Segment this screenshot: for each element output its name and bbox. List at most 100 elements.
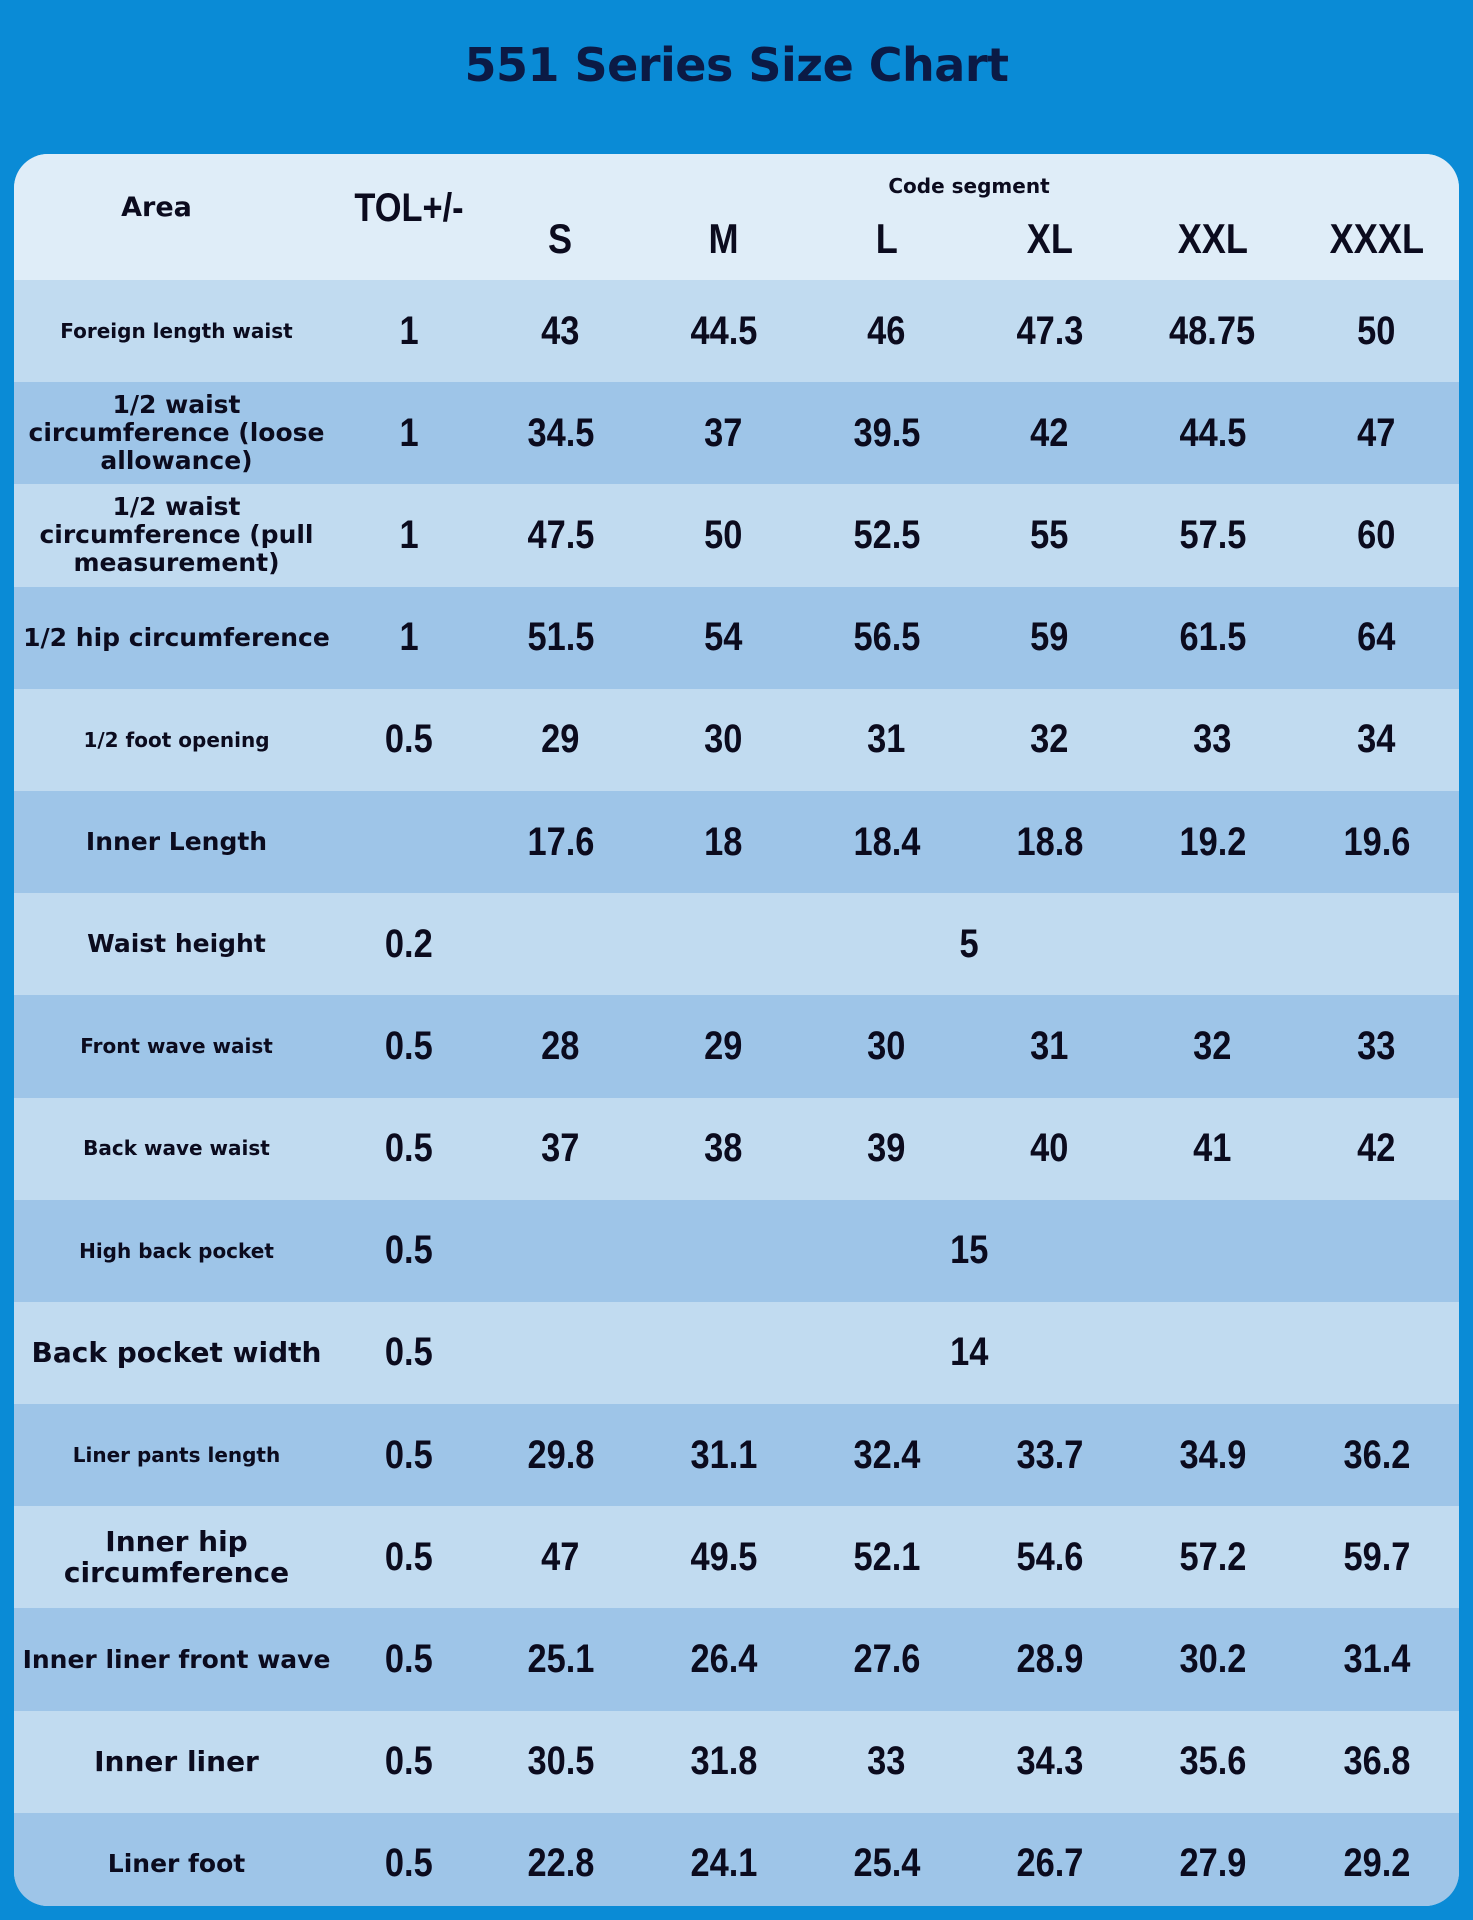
cell-value: 29	[541, 717, 580, 762]
cell-value: 42	[1030, 410, 1069, 455]
value-cell-m: 30	[642, 689, 805, 791]
table-row: Back wave waist 0.5 37 38 39 40 41 42	[14, 1097, 1459, 1200]
cell-value: 31	[867, 717, 906, 762]
table-row: Inner liner 0.5 30.5 31.8 33 34.3 35.6 36.8	[14, 1710, 1459, 1813]
value-cell-l: 52.1	[805, 1506, 968, 1608]
area-cell: Back pocket width	[31, 1336, 322, 1370]
cell-value: 61.5	[1179, 615, 1246, 660]
tol-value: 0.5	[385, 1637, 433, 1682]
tol-value: 0.5	[385, 1228, 433, 1273]
cell-value: 32	[1193, 1023, 1232, 1068]
table-row: Liner foot 0.5 22.8 24.1 25.4 26.7 27.9 29.2	[14, 1812, 1459, 1906]
value-cell-s: 47	[479, 1506, 642, 1608]
tol-value: 0.5	[385, 1432, 433, 1477]
value-cell-xxl: 41	[1131, 1098, 1294, 1200]
value-cell-xxxl: 42	[1294, 1098, 1459, 1200]
tol-value: 0.5	[385, 717, 433, 762]
tol-value: 0.5	[385, 1023, 433, 1068]
value-cell-xxxl: 60	[1294, 484, 1459, 586]
cell-value: 37	[704, 410, 743, 455]
header-row-group: Area TOL+/- Code segment	[14, 154, 1459, 230]
tol-cell: 1	[339, 280, 479, 382]
cell-value: 34	[1357, 717, 1396, 762]
value-cell-m: 49.5	[642, 1506, 805, 1608]
value-cell-s: 28	[479, 995, 642, 1097]
value-cell-s: 22.8	[479, 1813, 642, 1906]
tol-cell: 0.5	[339, 1506, 479, 1608]
cell-value: 31.1	[690, 1432, 757, 1477]
cell-value: 57.2	[1179, 1534, 1246, 1579]
value-cell-m: 44.5	[642, 280, 805, 382]
cell-value: 41	[1193, 1126, 1232, 1171]
area-cell: Inner liner front wave	[22, 1644, 331, 1674]
cell-value: 40	[1030, 1126, 1069, 1171]
tol-cell: 0.5	[339, 1813, 479, 1906]
value-cell-xxl: 34.9	[1131, 1404, 1294, 1506]
cell-value: 22.8	[527, 1841, 594, 1886]
cell-value: 44.5	[1179, 410, 1246, 455]
value-cell-xl: 47.3	[968, 280, 1131, 382]
cell-value: 43	[541, 308, 580, 353]
value-cell-s: 29.8	[479, 1404, 642, 1506]
cell-value: 18.8	[1016, 819, 1083, 864]
cell-value: 54	[704, 615, 743, 660]
area-cell: High back pocket	[79, 1238, 274, 1263]
value-cell-l: 32.4	[805, 1404, 968, 1506]
merged-value: 5	[959, 921, 979, 966]
value-cell-l: 46	[805, 280, 968, 382]
cell-value: 34.9	[1179, 1432, 1246, 1477]
cell-value: 50	[1357, 308, 1396, 353]
value-cell-xl: 54.6	[968, 1506, 1131, 1608]
cell-value: 47	[1357, 410, 1396, 455]
size-header-label: M	[708, 215, 739, 262]
value-cell-s: 43	[479, 280, 642, 382]
cell-value: 29	[704, 1023, 743, 1068]
value-cell-l: 52.5	[805, 484, 968, 586]
cell-value: 52.5	[853, 512, 920, 557]
tol-value: 0.5	[385, 1841, 433, 1886]
cell-value: 31.4	[1343, 1637, 1410, 1682]
tol-value: 0.2	[385, 921, 433, 966]
area-cell: Foreign length waist	[60, 318, 293, 343]
value-cell-xxl: 57.2	[1131, 1506, 1294, 1608]
tol-cell: 1	[339, 587, 479, 689]
value-cell-xxl: 32	[1131, 995, 1294, 1097]
value-cell-xxl: 48.75	[1131, 280, 1294, 382]
page-title: 551 Series Size Chart	[464, 38, 1009, 92]
cell-value: 52.1	[853, 1534, 920, 1579]
cell-value: 25.1	[527, 1637, 594, 1682]
size-header-label: XXXL	[1329, 215, 1424, 262]
tol-value: 0.5	[385, 1330, 433, 1375]
table-row: High back pocket 0.5 15	[14, 1199, 1459, 1302]
value-cell-xxxl: 64	[1294, 587, 1459, 689]
value-cell-xxxl: 29.2	[1294, 1813, 1459, 1906]
cell-value: 26.4	[690, 1637, 757, 1682]
cell-value: 57.5	[1179, 512, 1246, 557]
value-cell-xxl: 33	[1131, 689, 1294, 791]
value-cell-m: 37	[642, 382, 805, 484]
tol-cell: 0.5	[339, 1200, 479, 1302]
value-cell-xxxl: 36.8	[1294, 1711, 1459, 1813]
cell-value: 47	[541, 1534, 580, 1579]
size-table: Area TOL+/- Code segment S M L XL XXL XXXL Fo…	[14, 154, 1459, 1906]
cell-value: 17.6	[527, 819, 594, 864]
cell-value: 18	[704, 819, 743, 864]
size-header-label: S	[548, 215, 573, 262]
cell-value: 56.5	[853, 615, 920, 660]
area-cell: 1/2 hip circumference	[23, 622, 330, 652]
size-chart-panel: Area TOL+/- Code segment S M L XL XXL XXXL Fo…	[14, 154, 1459, 1906]
cell-value: 49.5	[690, 1534, 757, 1579]
value-cell-s: 51.5	[479, 587, 642, 689]
area-cell: Liner pants length	[72, 1442, 281, 1467]
merged-value-cell: 5	[479, 893, 1459, 995]
cell-value: 36.2	[1343, 1432, 1410, 1477]
cell-value: 64	[1357, 615, 1396, 660]
value-cell-m: 18	[642, 791, 805, 893]
cell-value: 60	[1357, 512, 1396, 557]
table-row: Inner hip circumference 0.5 47 49.5 52.1 54.6…	[14, 1506, 1459, 1609]
cell-value: 47.3	[1016, 308, 1083, 353]
cell-value: 30	[867, 1023, 906, 1068]
value-cell-s: 37	[479, 1098, 642, 1200]
cell-value: 30.5	[527, 1739, 594, 1784]
value-cell-s: 29	[479, 689, 642, 791]
